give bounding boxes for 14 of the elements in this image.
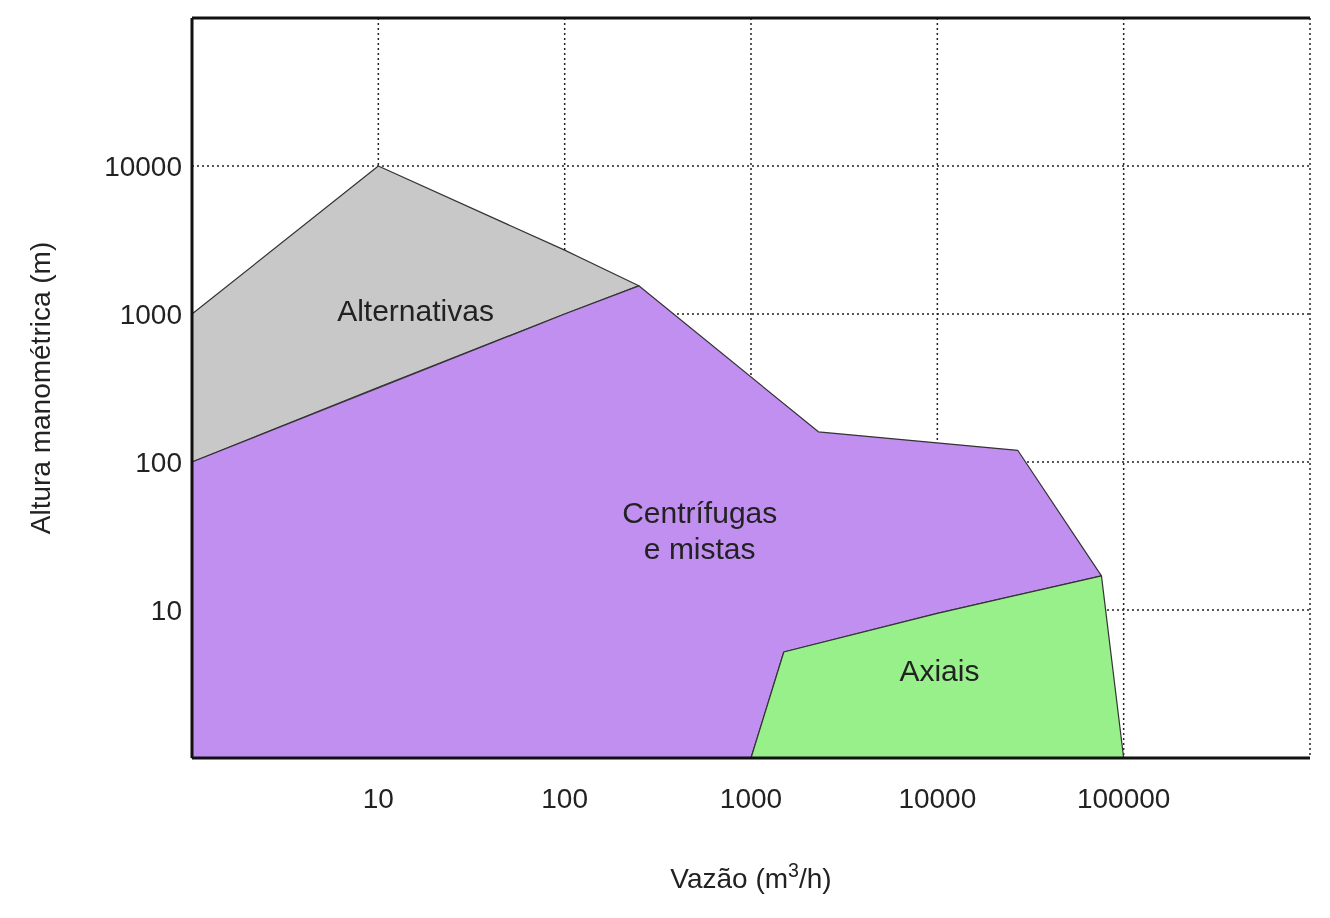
- series-label: Axiais: [899, 654, 980, 688]
- x-tick-label: 100: [541, 783, 589, 814]
- y-tick-label: 10: [150, 595, 182, 626]
- y-tick-label: 100: [135, 447, 182, 478]
- y-tick-label: 1000: [119, 299, 182, 330]
- x-tick-label: 100000: [1076, 783, 1171, 814]
- x-tick-label: 10000: [898, 783, 977, 814]
- x-tick-label: 1000: [719, 783, 783, 814]
- series-label: Centrífugas e mistas: [622, 496, 778, 566]
- x-axis-title: Vazão (m$^{3}$/h): [670, 859, 832, 894]
- series-label: Alternativas: [337, 294, 494, 328]
- y-tick-label: 10000: [104, 151, 182, 182]
- x-tick-label: 10: [362, 783, 394, 814]
- y-axis-title: Altura manométrica (m): [25, 241, 56, 535]
